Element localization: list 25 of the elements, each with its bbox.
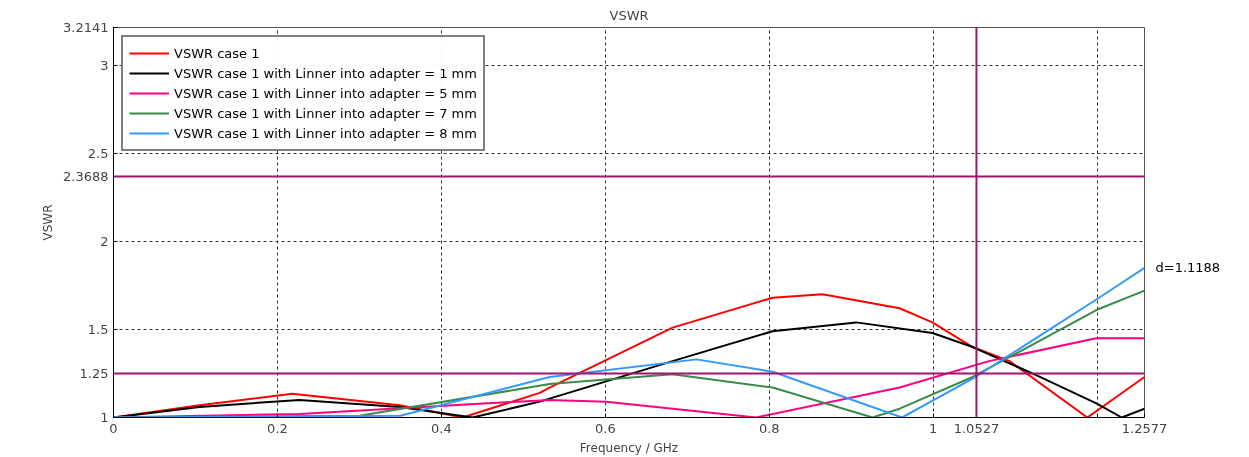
x-tick-label: 1 — [929, 420, 938, 436]
y-tick-label: 1 — [100, 410, 109, 425]
x-tick-label: 0.2 — [267, 420, 288, 436]
y-tick-label: 3.2141 — [63, 20, 109, 35]
y-tick-label: 1.5 — [87, 321, 109, 337]
legend-label: VSWR case 1 with Linner into adapter = 1 mm — [174, 64, 477, 82]
y-axis-title: VSWR — [41, 204, 56, 241]
legend-label: VSWR case 1 — [174, 44, 260, 62]
y-tick-label: 3 — [100, 57, 109, 73]
legend-label: VSWR case 1 with Linner into adapter = 7 mm — [174, 104, 477, 122]
legend-label: VSWR case 1 with Linner into adapter = 5 mm — [174, 84, 477, 102]
x-tick-label: 0.8 — [758, 420, 780, 436]
chart-title: VSWR — [609, 7, 649, 23]
x-tick-label: 1.2577 — [1121, 420, 1168, 436]
legend-label: VSWR case 1 with Linner into adapter = 8 mm — [174, 124, 477, 142]
ref-line-label: 2.3688 — [63, 168, 109, 184]
ref-line-label: 1.0527 — [953, 420, 1000, 436]
text: d=1.1188 — [1155, 260, 1221, 276]
x-axis-title: Frequency / GHz — [579, 440, 679, 455]
x-tick-label: 0.6 — [595, 420, 616, 436]
y-tick-label: 2 — [100, 233, 109, 249]
y-tick-label: 2.5 — [87, 145, 109, 161]
ref-line-label: 1.25 — [79, 365, 109, 381]
x-tick-label: 0 — [109, 420, 118, 436]
x-tick-label: 0.4 — [431, 420, 452, 436]
